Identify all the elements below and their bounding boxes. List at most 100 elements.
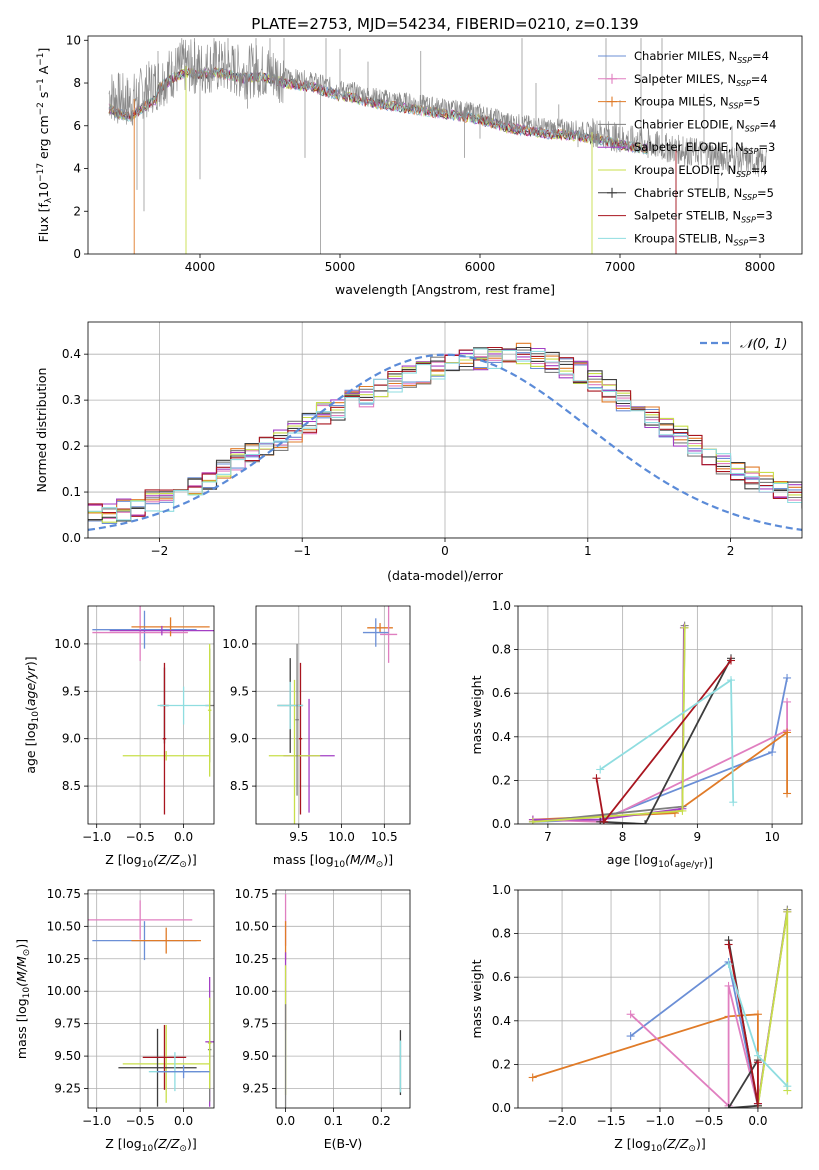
plot-area-spectrum — [108, 38, 767, 254]
y-tick-label: 10.00 — [47, 984, 81, 998]
x-tick-label: −2 — [151, 544, 169, 558]
y-tick-label: 0.2 — [492, 1057, 511, 1071]
axes-residuals: −2 −1 0 1 2 0.0 0.1 0.2 0.3 0.4 (data-model)/error… — [34, 321, 803, 583]
y-tick-label: 0.2 — [62, 439, 81, 453]
y-tick-label: 6 — [73, 119, 81, 133]
x-tick-label: 10.5 — [371, 830, 398, 844]
x-tick-label: 8000 — [745, 260, 776, 274]
axes-frame — [255, 605, 411, 825]
y-tick-label: 1.0 — [492, 599, 511, 613]
mass-weight-line — [532, 701, 788, 823]
axes-frame — [87, 889, 215, 1109]
y-tick-label: 10.75 — [235, 887, 269, 901]
residual-histogram-step — [88, 346, 802, 522]
normal-curve — [88, 353, 802, 531]
y-tick-label: 9.5 — [62, 684, 81, 698]
residual-histogram-step — [88, 347, 802, 517]
x-tick-label: −0.5 — [694, 1114, 723, 1128]
errorbar-point — [162, 662, 167, 815]
errorbar-point — [92, 606, 188, 661]
y-tick-label: 9.75 — [242, 1017, 269, 1031]
axes-frame — [87, 605, 215, 825]
x-tick-label: 1 — [584, 544, 592, 558]
y-tick-label: 10.75 — [47, 887, 81, 901]
y-tick-label: 10.25 — [47, 952, 81, 966]
mass-weight-line — [532, 730, 788, 821]
mass-weight-line — [629, 985, 759, 1108]
legend-label: Kroupa MILES, NSSP=5 — [634, 95, 760, 111]
errorbar-point — [142, 1024, 187, 1090]
axes-frame — [87, 35, 803, 255]
axes-frame — [275, 889, 411, 1109]
y-tick-label: 10.50 — [47, 919, 81, 933]
residual-histogram-step — [88, 354, 802, 520]
legend-label: 𝒩(0, 1) — [740, 337, 787, 352]
y-tick-label: 10.0 — [54, 637, 81, 651]
y-axis-label: mass weight — [469, 675, 484, 754]
x-tick-label: 8 — [619, 830, 627, 844]
x-tick-label: 0.0 — [748, 1114, 767, 1128]
y-tick-label: 0.0 — [492, 1101, 511, 1115]
x-tick-label: 7 — [544, 830, 552, 844]
y-tick-label: 0.6 — [492, 686, 511, 700]
errorbar-point — [362, 618, 389, 647]
errorbar-point — [157, 1065, 210, 1079]
x-tick-label: 10.0 — [328, 830, 355, 844]
y-tick-label: 0.4 — [492, 1014, 511, 1028]
y-tick-label: 4 — [73, 162, 81, 176]
x-axis-label: Z [log10(Z/Z⊙)] — [105, 1136, 196, 1154]
y-tick-label: 1.0 — [492, 883, 511, 897]
y-tick-label: 0.0 — [62, 531, 81, 545]
x-tick-label: 0.0 — [174, 1114, 193, 1128]
y-axis-label: Flux [fλ10−17 erg cm−2 s−1 A−1] — [36, 48, 54, 243]
axes-frame — [517, 605, 803, 825]
mass-weight-line — [630, 960, 759, 1106]
errorbar-point — [131, 927, 201, 954]
legend-label: Salpeter MILES, NSSP=4 — [634, 72, 768, 88]
x-tick-label: 0.2 — [372, 1114, 391, 1128]
y-tick-label: 9.0 — [230, 732, 249, 746]
legend-label: Kroupa ELODIE, NSSP=4 — [634, 163, 768, 179]
y-tick-label: 10.50 — [235, 919, 269, 933]
model-spectrum-line — [108, 66, 649, 154]
model-spectrum-line — [108, 67, 649, 154]
y-tick-label: 0.1 — [62, 485, 81, 499]
errorbar-point — [122, 1024, 210, 1103]
y-tick-label: 9.50 — [54, 1049, 81, 1063]
x-tick-label: −1.5 — [596, 1114, 625, 1128]
residual-histogram-step — [88, 342, 802, 515]
axes-spectrum: 4000 5000 6000 7000 8000 0 2 4 6 8 10 wavelength [A… — [36, 33, 803, 297]
legend-normal: 𝒩(0, 1) — [700, 337, 787, 352]
residual-histogram-step — [88, 348, 802, 524]
residual-histogram-step — [88, 349, 802, 521]
residual-histogram-step — [88, 348, 802, 521]
legend-label: Salpeter STELIB, NSSP=3 — [634, 209, 773, 225]
y-tick-label: 0.3 — [62, 393, 81, 407]
y-tick-label: 0.4 — [492, 730, 511, 744]
x-tick-label: 4000 — [185, 260, 216, 274]
x-tick-label: 0.0 — [174, 830, 193, 844]
x-tick-label: −1.0 — [82, 1114, 111, 1128]
x-tick-label: 0.1 — [324, 1114, 343, 1128]
y-tick-label: 9.5 — [230, 684, 249, 698]
axes-massweight_vs_age: 7 8 9 10 0.0 0.2 0.4 0.6 0.8 1.0 age [log10(age/yr… — [469, 599, 803, 870]
y-axis-label: mass weight — [469, 959, 484, 1038]
axes-age_vs_mass: 9.5 10.0 10.5 8.5 9.0 9.5 10.0 mass [log10(M/M⊙… — [222, 605, 411, 870]
mass-weight-line — [757, 911, 789, 1106]
x-axis-label: (data-model)/error — [387, 568, 504, 583]
legend-label: Chabrier MILES, NSSP=4 — [634, 49, 769, 65]
x-tick-label: 7000 — [605, 260, 636, 274]
y-tick-label: 9.50 — [242, 1049, 269, 1063]
y-tick-label: 0.2 — [492, 773, 511, 787]
y-tick-label: 9.0 — [62, 732, 81, 746]
y-axis-label: age [log10(age/yr)] — [23, 656, 41, 773]
plot-area-residuals — [88, 322, 802, 538]
x-tick-label: −1.0 — [82, 830, 111, 844]
errorbar-point — [268, 679, 321, 824]
errorbar-point — [109, 625, 214, 636]
mass-weight-line — [727, 944, 759, 1104]
x-tick-label: 5000 — [325, 260, 356, 274]
errorbar-point — [207, 643, 212, 777]
residual-histogram-step — [88, 346, 802, 517]
x-tick-label: 2 — [727, 544, 735, 558]
